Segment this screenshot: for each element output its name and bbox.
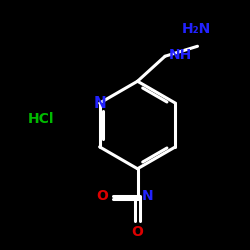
Text: O: O <box>132 225 143 239</box>
Text: NH: NH <box>169 48 192 62</box>
Text: H₂N: H₂N <box>182 22 211 36</box>
Text: O: O <box>96 189 108 203</box>
Text: HCl: HCl <box>28 112 54 126</box>
Text: N: N <box>93 96 106 110</box>
Text: N: N <box>141 189 153 203</box>
